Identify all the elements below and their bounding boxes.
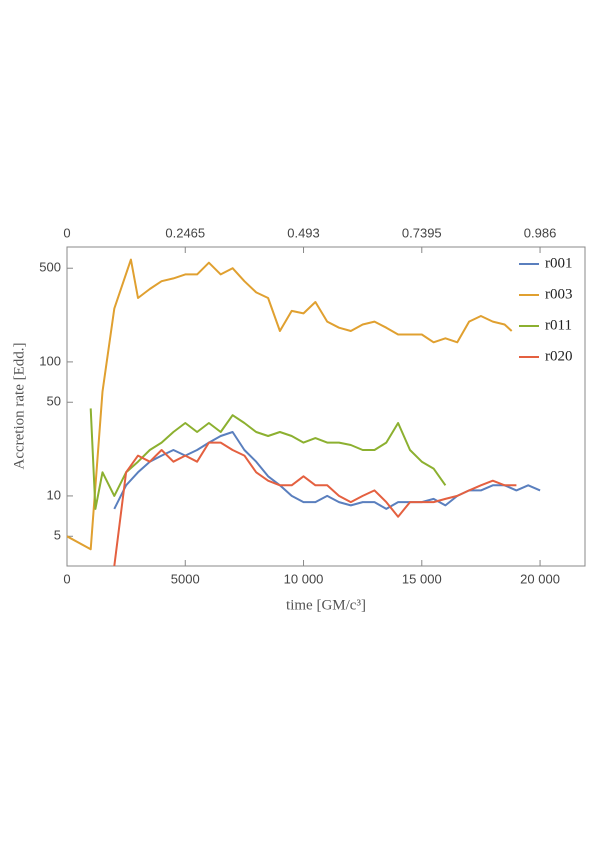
plot-area	[67, 258, 541, 566]
x-tick-label: 20 000	[520, 571, 560, 586]
legend-label: r020	[545, 348, 573, 364]
legend-label: r011	[545, 317, 572, 333]
series-line	[113, 441, 517, 566]
y-tick-label: 10	[47, 487, 61, 502]
x2-tick-label: 0	[63, 225, 70, 240]
x-axis-title: time [GM/c³]	[286, 597, 366, 613]
y-axis-title: Accretion rate [Edd.]	[11, 342, 27, 469]
x2-tick-label: 0.986	[524, 225, 557, 240]
x-tick-label: 5000	[171, 571, 200, 586]
x-tick-label: 15 000	[402, 571, 442, 586]
legend-label: r001	[545, 255, 573, 271]
x2-tick-label: 0.2465	[165, 225, 205, 240]
x-tick-label: 10 000	[284, 571, 324, 586]
series-line	[67, 258, 513, 551]
series-line	[89, 408, 447, 510]
y-tick-label: 100	[39, 353, 61, 368]
plot-frame	[66, 246, 586, 567]
y-tick-label: 50	[47, 394, 61, 409]
x2-tick-label: 0.493	[287, 225, 320, 240]
x2-tick-label: 0.7395	[402, 225, 442, 240]
y-tick-label: 5	[54, 528, 61, 543]
x-tick-label: 0	[63, 571, 70, 586]
legend-label: r003	[545, 286, 573, 302]
y-tick-label: 500	[39, 260, 61, 275]
